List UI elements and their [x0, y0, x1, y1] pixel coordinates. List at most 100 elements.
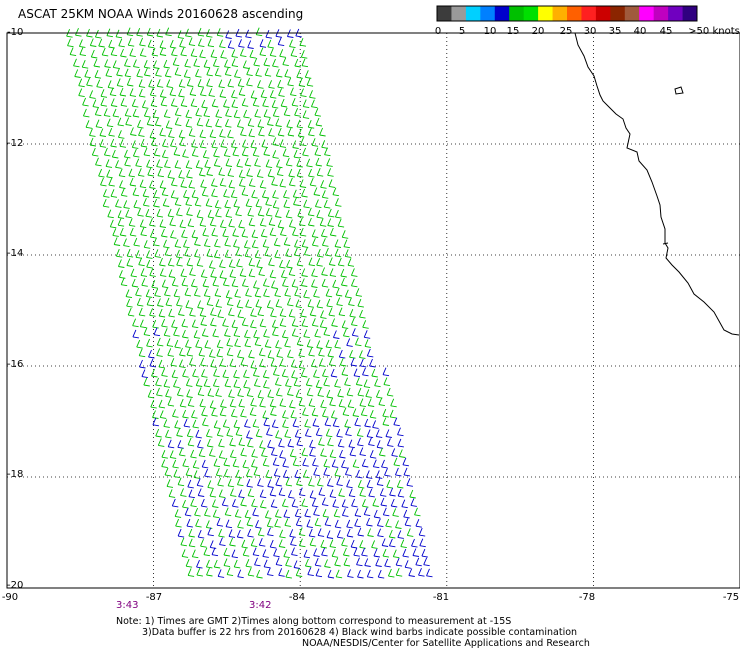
wind-barb: [257, 207, 265, 217]
wind-barb: [316, 477, 324, 487]
wind-barb: [282, 419, 289, 429]
wind-barb: [141, 100, 149, 109]
wind-barb: [203, 288, 211, 298]
wind-barb: [138, 88, 146, 98]
wind-barb: [137, 168, 145, 177]
wind-barb: [219, 178, 227, 187]
wind-barb: [279, 358, 287, 367]
wind-barb: [220, 139, 227, 148]
wind-barb: [293, 247, 301, 257]
wind-barb: [415, 519, 422, 528]
wind-barb: [208, 349, 216, 358]
wind-barb: [300, 88, 307, 98]
wind-barb: [291, 499, 299, 508]
wind-barb: [231, 499, 239, 508]
wind-barb: [316, 340, 323, 349]
wind-barb: [327, 437, 334, 447]
wind-barb: [341, 538, 348, 547]
wind-barb: [219, 89, 226, 98]
wind-barb: [364, 418, 371, 428]
wind-barb: [222, 228, 229, 238]
wind-barb: [260, 89, 268, 99]
wind-barb: [341, 499, 349, 508]
wind-barb: [285, 558, 292, 567]
wind-barb: [129, 177, 137, 187]
wind-barb: [241, 147, 249, 157]
wind-barb: [349, 447, 357, 457]
wind-barb: [284, 288, 291, 297]
wind-barb: [252, 507, 259, 517]
wind-barb: [419, 538, 426, 548]
wind-barb: [101, 47, 109, 57]
wind-barb: [171, 498, 179, 508]
wind-barb: [176, 257, 183, 267]
wind-barb: [238, 398, 245, 408]
wind-barb: [218, 489, 226, 499]
wind-barb: [391, 448, 398, 457]
wind-barb: [131, 278, 139, 288]
wind-barb: [224, 507, 232, 517]
wind-barb: [262, 239, 270, 248]
colorbar-swatch: [639, 6, 655, 21]
wind-barb: [366, 569, 374, 579]
wind-barb: [105, 68, 112, 78]
wind-barb: [146, 338, 153, 348]
wind-barb: [321, 267, 328, 276]
wind-barb: [275, 118, 282, 127]
wind-barb: [231, 89, 238, 99]
wind-barb: [174, 117, 182, 127]
wind-barb: [176, 207, 183, 217]
wind-barb: [276, 349, 283, 358]
wind-barb: [148, 349, 155, 359]
wind-barb: [257, 80, 264, 89]
wind-barb: [269, 227, 277, 237]
wind-barb: [218, 79, 225, 89]
wind-barb: [143, 240, 151, 249]
wind-barb: [266, 567, 274, 577]
wind-barb: [263, 288, 270, 298]
wind-barb: [414, 507, 421, 517]
wind-barb: [296, 70, 303, 79]
wind-barb: [265, 469, 272, 479]
wind-barb: [361, 499, 369, 508]
wind-barb: [152, 109, 160, 119]
wind-barb: [290, 48, 298, 58]
wind-barb: [326, 158, 333, 167]
wind-barb: [292, 418, 300, 428]
wind-barb: [349, 309, 356, 318]
colorbar-swatch: [668, 6, 683, 21]
wind-barb: [250, 360, 257, 369]
wind-barb: [236, 299, 244, 309]
wind-barb: [299, 227, 307, 237]
wind-barb: [232, 228, 239, 237]
colorbar-frame: [436, 5, 698, 22]
wind-barb: [203, 238, 211, 248]
wind-barb: [190, 98, 198, 108]
wind-barb: [205, 429, 213, 438]
wind-barb: [196, 478, 204, 487]
wind-barb: [280, 98, 288, 108]
wind-barb: [263, 380, 270, 389]
wind-barb: [259, 47, 266, 57]
wind-barb: [278, 438, 285, 448]
wind-barb: [293, 378, 301, 387]
wind-barb: [348, 488, 356, 498]
wind-barb: [291, 98, 299, 107]
wind-barb: [98, 38, 105, 48]
wind-barb: [290, 537, 297, 547]
wind-barb: [341, 367, 348, 376]
wind-barb: [295, 389, 303, 399]
wind-barb: [224, 119, 232, 128]
wind-barb: [200, 317, 207, 326]
wind-barb: [233, 328, 241, 338]
wind-barb: [378, 397, 385, 407]
wind-barb: [254, 288, 262, 298]
wind-barb: [179, 398, 187, 408]
wind-barb: [241, 539, 248, 549]
wind-barb: [254, 557, 261, 567]
wind-barb: [124, 58, 131, 68]
wind-barb: [137, 208, 144, 217]
wind-barb: [390, 398, 397, 408]
colorbar-label-30: 30: [583, 26, 597, 37]
wind-barb: [283, 469, 290, 479]
